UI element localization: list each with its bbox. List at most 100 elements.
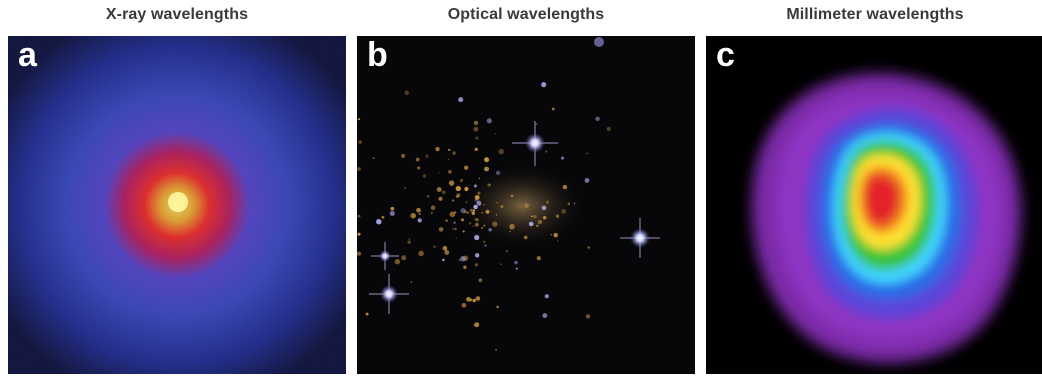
galaxy-dot bbox=[531, 215, 533, 218]
galaxy-dot bbox=[542, 313, 548, 319]
galaxy-dot bbox=[452, 227, 454, 230]
galaxy-dot bbox=[557, 240, 559, 242]
galaxy-dot bbox=[390, 206, 395, 211]
galaxy-dot bbox=[494, 133, 496, 135]
galaxy-dot bbox=[417, 218, 422, 223]
galaxy-dot bbox=[469, 298, 473, 302]
galaxy-dot bbox=[587, 246, 590, 249]
galaxy-dot bbox=[586, 152, 589, 155]
galaxy-dot bbox=[524, 203, 530, 208]
galaxy-dot bbox=[448, 148, 451, 151]
galaxy-dot bbox=[475, 218, 479, 222]
galaxy-dot bbox=[357, 232, 361, 236]
galaxy-dot bbox=[481, 227, 483, 229]
panel-a-letter: a bbox=[18, 36, 37, 74]
galaxy-dot bbox=[505, 250, 508, 252]
panel-c-letter: c bbox=[716, 36, 735, 74]
galaxy-dot bbox=[471, 211, 476, 215]
galaxy-dot bbox=[473, 126, 479, 132]
galaxy-dot bbox=[567, 202, 571, 206]
galaxy-dot bbox=[550, 233, 553, 236]
galaxy-dot bbox=[455, 194, 460, 198]
galaxy-dot bbox=[358, 140, 362, 144]
galaxy-dot bbox=[541, 82, 547, 88]
galaxy-dot bbox=[477, 191, 481, 195]
galaxy-dot bbox=[357, 118, 361, 121]
galaxy-dot bbox=[485, 209, 490, 214]
galaxy-dot bbox=[562, 184, 568, 190]
galaxy-dot bbox=[417, 166, 421, 170]
galaxy-dot bbox=[536, 256, 541, 261]
galaxy-dot bbox=[404, 90, 410, 96]
galaxy-dot bbox=[474, 263, 478, 267]
galaxy-dot bbox=[458, 97, 464, 103]
galaxy-dot bbox=[482, 240, 486, 244]
millimeter-panel: c bbox=[706, 36, 1042, 374]
galaxy-dot bbox=[357, 251, 362, 256]
galaxy-dot bbox=[475, 296, 481, 301]
galaxy-dot bbox=[454, 227, 457, 231]
millimeter-contour-image bbox=[706, 36, 1042, 374]
galaxy-dot bbox=[461, 302, 467, 308]
galaxy-dot bbox=[514, 260, 518, 265]
galaxy-dot bbox=[495, 214, 498, 216]
galaxy-dot bbox=[483, 203, 485, 206]
galaxy-dot bbox=[410, 281, 413, 283]
galaxy-dot bbox=[544, 294, 549, 299]
galaxy-dot bbox=[478, 177, 481, 180]
galaxy-dot bbox=[484, 157, 490, 163]
galaxy-dot bbox=[495, 348, 498, 351]
galaxy-dot bbox=[523, 235, 528, 240]
galaxy-dot bbox=[495, 170, 501, 176]
galaxy-dot bbox=[474, 322, 480, 328]
galaxy-dot bbox=[555, 214, 560, 218]
panel-c-title: Millimeter wavelengths bbox=[786, 6, 964, 23]
galaxy-dot bbox=[455, 185, 461, 192]
galaxy-dot bbox=[416, 207, 421, 213]
galaxy-dot bbox=[475, 222, 479, 227]
galaxy-dot bbox=[496, 305, 499, 309]
panel-b-letter: b bbox=[367, 36, 388, 74]
galaxy-dot bbox=[381, 215, 385, 219]
galaxy-dot bbox=[472, 209, 476, 212]
galaxy-dot bbox=[469, 208, 473, 212]
galaxy-dot bbox=[453, 221, 456, 224]
galaxy-dot bbox=[486, 118, 492, 124]
galaxy-dot bbox=[430, 205, 436, 210]
galaxy-dot bbox=[444, 250, 450, 255]
galaxy-dot bbox=[542, 216, 547, 220]
galaxy-dot bbox=[468, 184, 470, 187]
galaxy-dot bbox=[510, 194, 514, 198]
galaxy-dot bbox=[606, 126, 611, 132]
galaxy-dot bbox=[500, 205, 504, 208]
galaxy-dot bbox=[462, 230, 465, 233]
galaxy-dot bbox=[484, 166, 490, 172]
galaxy-dot bbox=[433, 245, 436, 248]
galaxy-dot bbox=[466, 211, 469, 214]
galaxy-dot bbox=[448, 170, 452, 174]
galaxy-dot bbox=[456, 193, 461, 197]
galaxy-dot bbox=[427, 195, 430, 198]
galaxy-dot bbox=[389, 210, 395, 217]
galaxy-dot bbox=[473, 184, 477, 188]
galaxy-dot bbox=[533, 215, 537, 219]
galaxy-dot bbox=[509, 230, 511, 233]
galaxy-dot bbox=[473, 120, 479, 126]
galaxy-dot bbox=[509, 223, 515, 230]
galaxy-dot bbox=[536, 224, 539, 228]
galaxy-dot bbox=[474, 195, 480, 200]
galaxy-dot bbox=[459, 178, 464, 183]
galaxy-dot bbox=[408, 238, 411, 240]
galaxy-dot bbox=[458, 259, 461, 262]
galaxy-dot bbox=[460, 208, 466, 214]
galaxy-dot bbox=[454, 211, 457, 214]
galaxy-dot bbox=[422, 174, 427, 178]
panel-b-title: Optical wavelengths bbox=[447, 6, 605, 23]
galaxy-dot bbox=[425, 154, 429, 158]
galaxy-dot bbox=[463, 265, 467, 269]
galaxy-dot bbox=[541, 205, 547, 211]
galaxy-dot bbox=[584, 178, 590, 183]
xray-cluster-image bbox=[8, 36, 346, 374]
galaxy-dot bbox=[365, 312, 369, 316]
